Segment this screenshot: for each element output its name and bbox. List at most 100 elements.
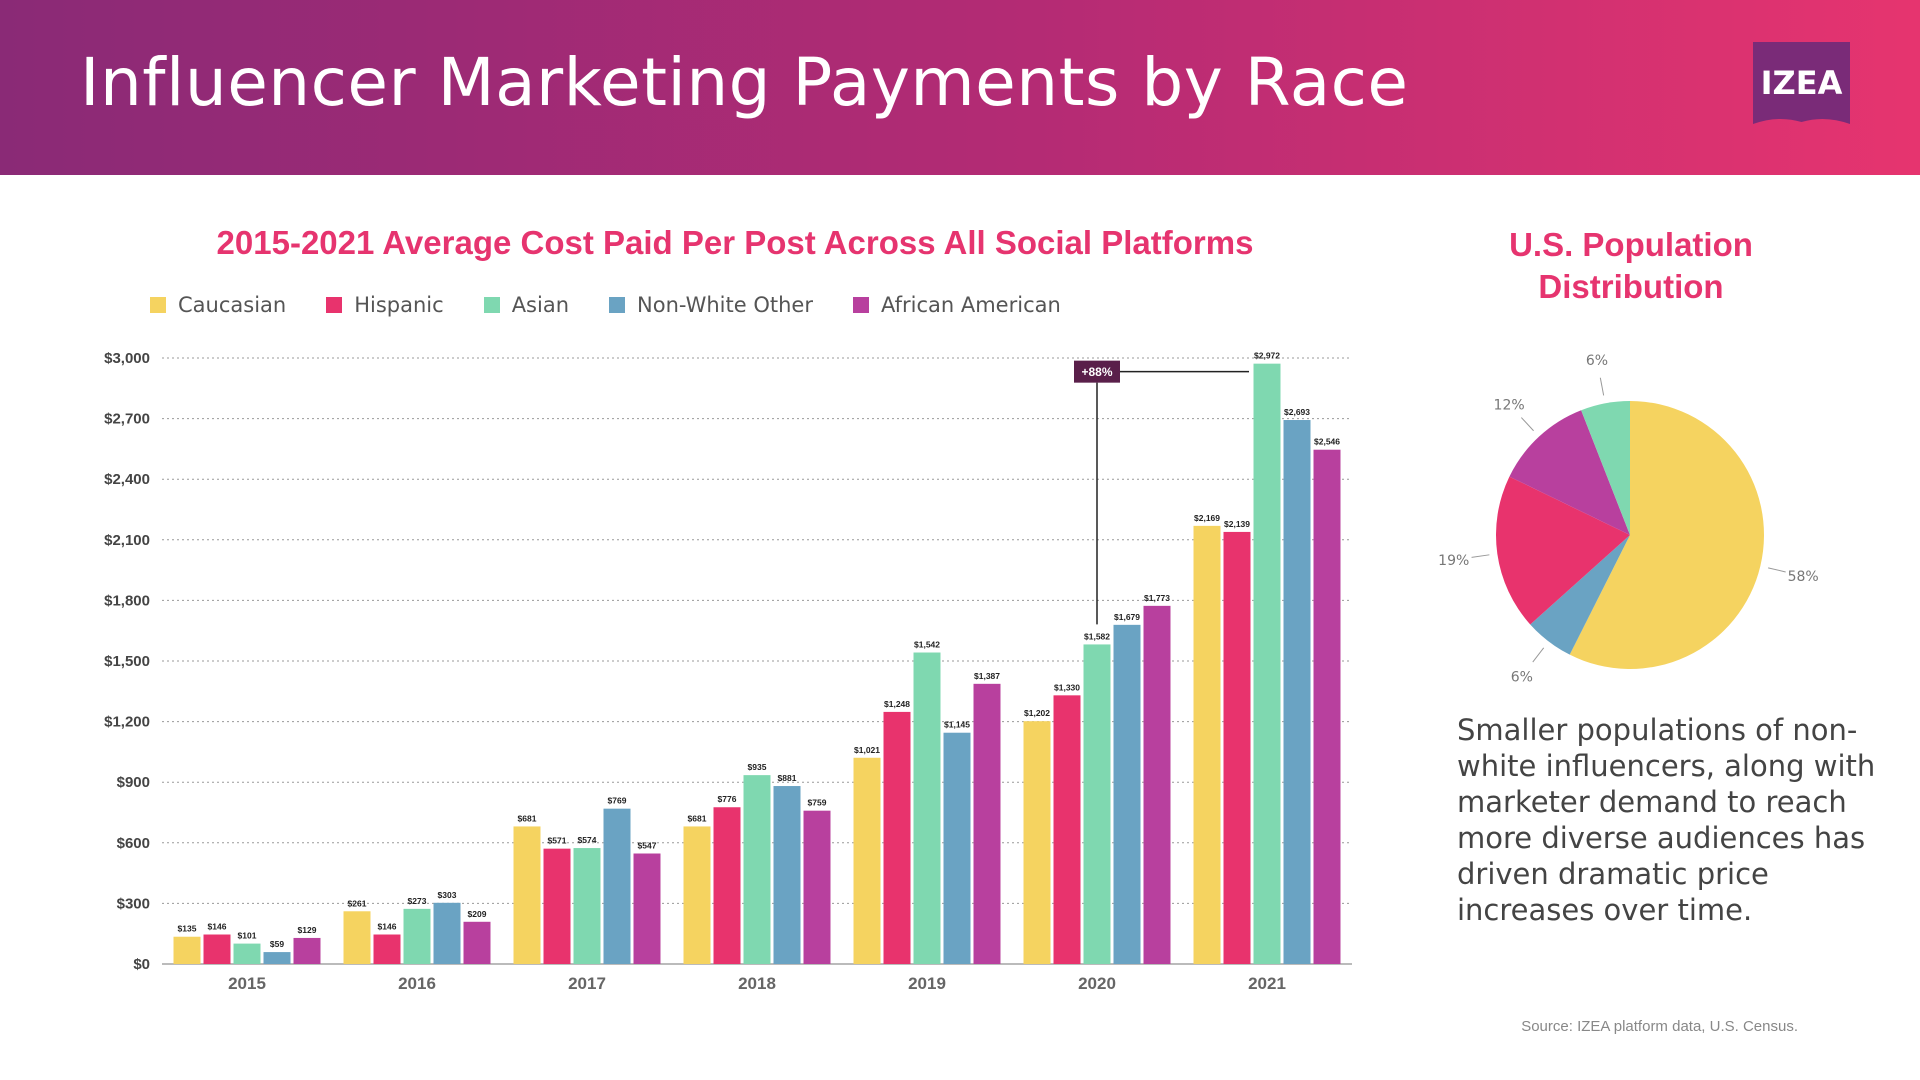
pie-slice	[1581, 401, 1630, 535]
data-label: $769	[608, 796, 627, 806]
y-tick-label: $900	[117, 774, 150, 791]
bar-chart: $0 $300 $600 $900 $1,200 $1,500 $1,800 $2,100 $2…	[104, 350, 1352, 993]
y-tick-label: $1,200	[104, 714, 150, 731]
data-label: $571	[548, 836, 567, 846]
data-label: $303	[438, 890, 457, 900]
bar	[1223, 531, 1251, 964]
data-label: $547	[638, 841, 657, 851]
legend-swatch	[852, 297, 869, 313]
y-tick-label: $1,800	[104, 592, 150, 609]
data-label: $881	[778, 773, 797, 783]
data-label: $1,202	[1024, 708, 1050, 718]
data-label: $146	[378, 922, 397, 932]
bar	[603, 808, 631, 964]
bar	[543, 848, 571, 964]
pie-slice	[1569, 401, 1764, 669]
data-label: $261	[348, 898, 367, 908]
bar	[1113, 624, 1141, 964]
pie-title: U.S. Population Distribution	[1509, 226, 1753, 305]
bar	[433, 902, 461, 964]
data-label: $2,169	[1194, 513, 1220, 523]
data-label: $776	[718, 794, 737, 804]
bar	[1283, 420, 1311, 964]
x-tick-label: 2017	[568, 974, 606, 993]
bar	[633, 853, 661, 964]
pie-slice	[1530, 535, 1630, 655]
data-label: $1,773	[1144, 593, 1170, 603]
legend-swatch	[609, 297, 626, 313]
x-tick-label: 2019	[908, 974, 946, 993]
bar	[973, 683, 1001, 964]
legend-label: African American	[880, 293, 1061, 317]
legend-swatch	[150, 297, 166, 313]
bar	[403, 908, 431, 964]
legend-swatch	[483, 297, 500, 313]
bar	[1313, 449, 1341, 964]
data-label: $1,582	[1084, 631, 1110, 641]
bar	[173, 936, 201, 964]
annotation-label: +88%	[1081, 365, 1112, 379]
pie-leader-line	[1599, 377, 1605, 396]
pie-label: 6%	[1511, 669, 1533, 685]
data-label: $1,248	[884, 699, 910, 709]
y-tick-label: $600	[117, 835, 150, 852]
legend-label: Non-White Other	[637, 293, 813, 317]
data-label: $1,330	[1054, 682, 1080, 692]
y-tick-label: $0	[133, 956, 150, 973]
pie-chart: 58% 6% 19% 12% 6%	[1438, 353, 1819, 685]
pie-leader-line	[1768, 567, 1786, 573]
bar	[913, 652, 941, 964]
bar	[853, 757, 881, 964]
legend: Caucasian Hispanic Asian Non-White Other…	[150, 290, 1101, 320]
bar	[203, 934, 231, 964]
data-label: $209	[468, 909, 487, 919]
x-tick-label: 2020	[1078, 974, 1116, 993]
x-tick-label: 2018	[738, 974, 776, 993]
pie-leader-line	[1532, 647, 1545, 663]
bar	[233, 943, 261, 964]
data-label: $2,139	[1224, 519, 1250, 529]
data-label: $759	[808, 798, 827, 808]
pie-leader-line	[1520, 417, 1534, 432]
x-tick-label: 2015	[228, 974, 266, 993]
pie-label: 6%	[1586, 353, 1608, 369]
data-label: $681	[688, 813, 707, 823]
data-label: $1,679	[1114, 612, 1140, 622]
y-tick-label: $1,500	[104, 653, 150, 670]
bar	[513, 826, 541, 964]
pie-slice	[1509, 410, 1630, 535]
bar	[293, 937, 321, 964]
data-label: $273	[408, 896, 427, 906]
bar	[463, 921, 491, 964]
pie-label: 19%	[1438, 553, 1469, 569]
data-label: $1,387	[974, 671, 1000, 681]
data-label: $59	[270, 939, 284, 949]
bar	[1253, 363, 1281, 964]
pie-slice	[1496, 476, 1630, 625]
bar	[1143, 605, 1171, 964]
source-text: Source: IZEA platform data, U.S. Census.	[1521, 1018, 1798, 1035]
data-label: $574	[578, 835, 597, 845]
data-label: $2,693	[1284, 407, 1310, 417]
legend-item-hispanic: Hispanic	[326, 293, 444, 317]
legend-item-asian: Asian	[483, 293, 569, 317]
bar	[373, 934, 401, 964]
pie-leader-line	[1471, 554, 1490, 558]
bar	[803, 810, 831, 964]
chart-title: 2015-2021 Average Cost Paid Per Post Acr…	[216, 224, 1254, 261]
y-tick-label: $2,400	[104, 471, 150, 488]
data-label: $129	[298, 925, 317, 935]
legend-swatch	[326, 297, 343, 313]
data-label: $2,546	[1314, 437, 1340, 447]
pie-label: 12%	[1494, 397, 1525, 413]
y-tick-label: $300	[117, 895, 150, 912]
bar	[773, 786, 801, 964]
bar	[343, 911, 371, 964]
y-tick-label: $2,700	[104, 411, 150, 428]
data-label: $1,145	[944, 720, 970, 730]
bar	[943, 732, 971, 964]
legend-label: Caucasian	[178, 293, 287, 317]
bar	[743, 775, 771, 964]
y-tick-label: $3,000	[104, 350, 150, 367]
header-banner: Influencer Marketing Payments by Race IZ…	[0, 0, 1920, 175]
